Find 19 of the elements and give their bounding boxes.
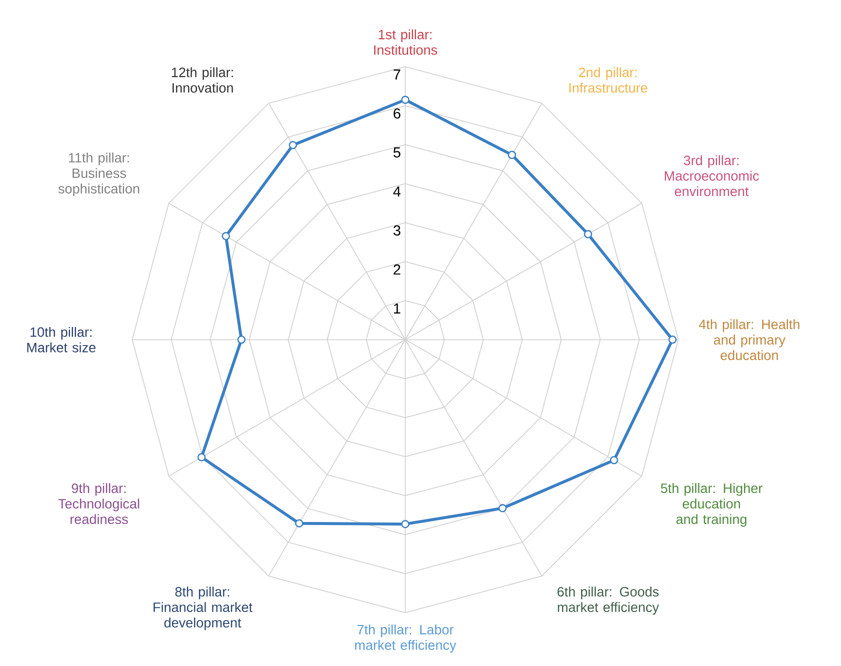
spoke-label: 9th pillar: Technological readiness [58, 483, 140, 524]
y-tick-label: 7 [394, 70, 400, 80]
spoke-label: 7th pillar: Labor market efficiency [355, 624, 456, 653]
spoke-label: 12th pillar: Innovation [172, 67, 233, 93]
y-tick-label: 2 [394, 264, 400, 275]
y-tick-label: 6 [394, 108, 400, 119]
spoke-label: 8th pillar: Financial market development [154, 586, 252, 630]
spoke-label: 6th pillar: Goods market efficiency [558, 586, 660, 615]
spoke-label: 2nd pillar: Infrastructure [569, 67, 648, 93]
spoke-label: 11th pillar: Business sophistication [58, 152, 140, 196]
spoke-label: 4th pillar: Health and primary education [698, 319, 800, 360]
spoke-label: 5th pillar: Higher education and training [660, 483, 762, 527]
y-tick-label: 1 [394, 304, 400, 314]
y-tick-label: 5 [394, 148, 400, 158]
spoke-label: 10th pillar: Market size [27, 327, 96, 353]
y-tick-label: 3 [393, 225, 400, 236]
spoke-label: 3rd pillar: Macroeconomic environment [664, 155, 759, 196]
y-tick-label: 4 [393, 186, 401, 197]
spoke-label: 1st pillar: Institutions [374, 30, 438, 55]
